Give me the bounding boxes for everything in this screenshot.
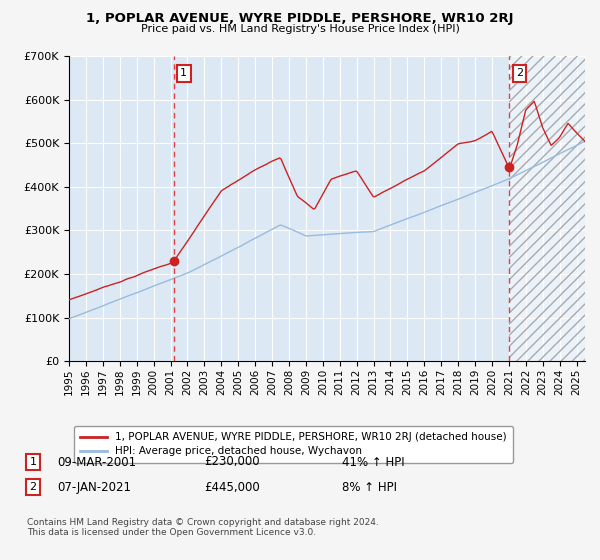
- Text: £445,000: £445,000: [204, 480, 260, 494]
- Text: 1, POPLAR AVENUE, WYRE PIDDLE, PERSHORE, WR10 2RJ: 1, POPLAR AVENUE, WYRE PIDDLE, PERSHORE,…: [86, 12, 514, 25]
- Text: Price paid vs. HM Land Registry's House Price Index (HPI): Price paid vs. HM Land Registry's House …: [140, 24, 460, 34]
- Text: 2: 2: [516, 68, 523, 78]
- Bar: [509, 56, 585, 361]
- Text: 09-MAR-2001: 09-MAR-2001: [57, 455, 136, 469]
- Text: 8% ↑ HPI: 8% ↑ HPI: [342, 480, 397, 494]
- Bar: [509, 56, 585, 361]
- Text: 41% ↑ HPI: 41% ↑ HPI: [342, 455, 404, 469]
- Text: 1: 1: [180, 68, 187, 78]
- Text: 2: 2: [29, 482, 37, 492]
- Text: £230,000: £230,000: [204, 455, 260, 469]
- Text: 07-JAN-2021: 07-JAN-2021: [57, 480, 131, 494]
- Legend: 1, POPLAR AVENUE, WYRE PIDDLE, PERSHORE, WR10 2RJ (detached house), HPI: Average: 1, POPLAR AVENUE, WYRE PIDDLE, PERSHORE,…: [74, 426, 513, 463]
- Text: Contains HM Land Registry data © Crown copyright and database right 2024.
This d: Contains HM Land Registry data © Crown c…: [27, 518, 379, 538]
- Text: 1: 1: [29, 457, 37, 467]
